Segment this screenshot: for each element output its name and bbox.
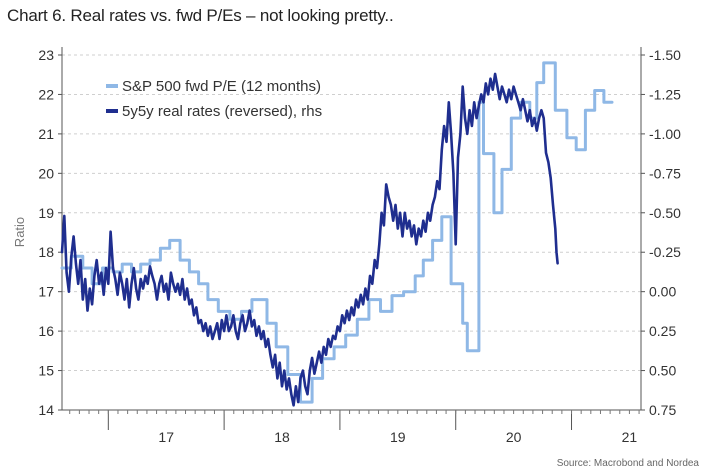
y-tick-label-left: 22 <box>38 86 54 102</box>
legend-label: S&P 500 fwd P/E (12 months) <box>122 78 321 95</box>
y-tick-label-left: 19 <box>38 205 54 221</box>
y-tick-label-left: 15 <box>38 363 54 379</box>
y-tick-label-right: -1.25 <box>649 86 681 102</box>
series-line-real-rates <box>60 72 559 407</box>
y-tick-label-right: 0.50 <box>649 363 676 379</box>
source-note: Source: Macrobond and Nordea <box>556 458 699 469</box>
x-tick-label: 19 <box>390 429 406 445</box>
y-tick-label-right: -0.50 <box>649 205 681 221</box>
y-tick-label-left: 21 <box>38 126 54 142</box>
y-axis-title: Ratio <box>12 217 27 247</box>
y-tick-label-left: 23 <box>38 47 54 63</box>
y-tick-label-left: 20 <box>38 165 54 181</box>
y-tick-label-left: 17 <box>38 284 54 300</box>
x-tick-label: 20 <box>506 429 522 445</box>
y-tick-label-right: 0.00 <box>649 284 676 300</box>
y-tick-label-left: 16 <box>38 323 54 339</box>
chart-title: Chart 6. Real rates vs. fwd P/Es – not l… <box>7 6 394 25</box>
y-tick-label-left: 14 <box>38 402 54 418</box>
x-tick-label: 18 <box>274 429 290 445</box>
y-tick-label-right: 0.25 <box>649 323 676 339</box>
legend: S&P 500 fwd P/E (12 months) 5y5y real rat… <box>106 78 322 120</box>
y-tick-label-right: -1.50 <box>649 47 681 63</box>
legend-label: 5y5y real rates (reversed), rhs <box>122 103 322 120</box>
x-tick-label: 17 <box>158 429 174 445</box>
x-tick-label: 21 <box>622 429 638 445</box>
series-line-pe <box>60 61 614 404</box>
y-tick-label-left: 18 <box>38 244 54 260</box>
y-tick-label-right: -0.25 <box>649 244 681 260</box>
series-lines <box>60 61 614 407</box>
y-tick-label-right: 0.75 <box>649 402 676 418</box>
y-tick-label-right: -0.75 <box>649 165 681 181</box>
axes: 14 15 16 17 18 19 20 21 22 23 0.75 0.50 0.25 0.00 -0.2… <box>12 47 681 445</box>
y-tick-label-right: -1.00 <box>649 126 681 142</box>
